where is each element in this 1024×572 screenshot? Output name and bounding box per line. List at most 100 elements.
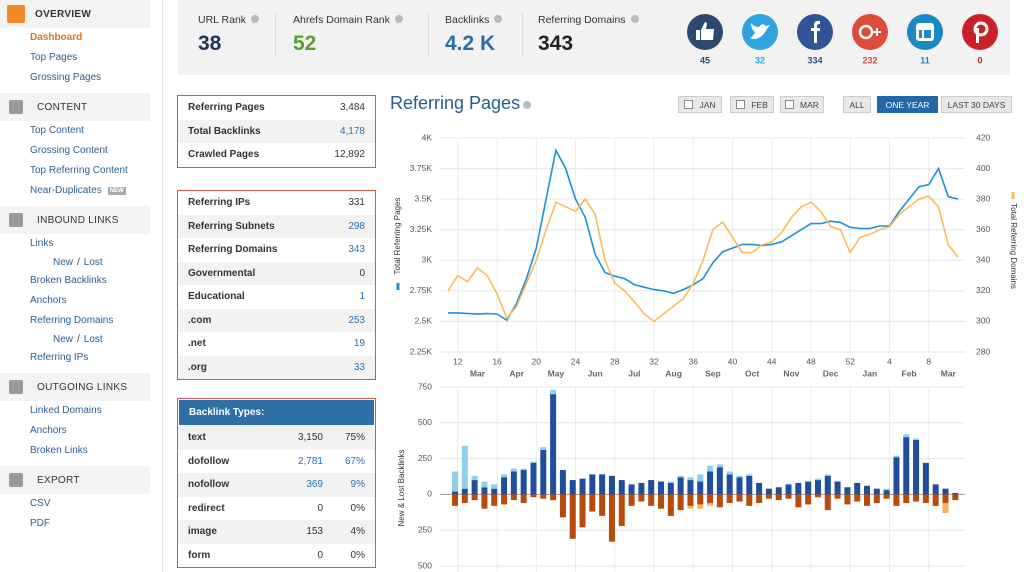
x-month-label: Apr <box>509 368 524 378</box>
y-tick-label: 2.25K <box>410 346 433 356</box>
nav-link[interactable]: Broken Links <box>30 445 88 456</box>
info-icon <box>251 15 260 23</box>
row-count[interactable]: 2,781 <box>297 455 323 467</box>
bar <box>716 467 723 495</box>
row-label: Crawled Pages <box>188 149 260 161</box>
nav-sublink[interactable]: New <box>53 257 74 268</box>
bar <box>707 502 714 506</box>
bar <box>510 468 517 472</box>
nav-link[interactable]: Top Referring Content <box>30 165 128 176</box>
bar <box>452 491 458 495</box>
bar <box>530 462 537 495</box>
row-value[interactable]: 253 <box>348 314 365 326</box>
section-title[interactable]: INBOUND LINKS <box>37 214 119 226</box>
bar <box>461 494 468 503</box>
checkbox[interactable] <box>736 100 746 109</box>
row-value[interactable]: 4,178 <box>339 125 365 137</box>
row-count[interactable]: 369 <box>306 479 323 491</box>
section-title[interactable]: EXPORT <box>37 474 80 486</box>
month-filter[interactable]: MAR <box>780 96 824 113</box>
social-count: 334 <box>807 55 822 65</box>
table-row: text 3,150 75% <box>178 426 375 450</box>
nav-link[interactable]: Near-Duplicates <box>30 185 102 196</box>
nav-link[interactable]: Dashboard <box>30 32 83 43</box>
nav-link[interactable]: Grossing Pages <box>30 72 102 83</box>
nav-link[interactable]: Referring IPs <box>30 352 89 363</box>
nav-link[interactable]: CSV <box>30 498 51 509</box>
range-button[interactable]: ALL <box>843 96 871 113</box>
nav-link[interactable]: Referring Domains <box>30 315 114 326</box>
info-icon <box>394 15 403 23</box>
month-filter[interactable]: JAN <box>678 96 722 113</box>
social-button[interactable] <box>962 14 998 50</box>
social-button[interactable] <box>687 14 723 50</box>
nav-link[interactable]: Top Pages <box>30 52 78 63</box>
bar <box>481 481 488 488</box>
row-value[interactable]: 19 <box>353 338 365 350</box>
nav-sublink[interactable]: New <box>53 334 74 345</box>
nav-link[interactable]: Top Content <box>30 125 84 136</box>
section-title[interactable]: OVERVIEW <box>35 8 92 20</box>
y-tick-label: 3.75K <box>410 163 433 173</box>
section-title[interactable]: CONTENT <box>37 101 88 113</box>
y2-tick-label: 400 <box>976 163 990 173</box>
stat-label-text: Backlinks <box>445 14 490 26</box>
bar <box>550 394 557 495</box>
bar <box>677 477 684 495</box>
bar <box>736 475 743 478</box>
bar <box>834 494 841 499</box>
nav-link[interactable]: Links <box>30 238 54 249</box>
row-value[interactable]: 343 <box>348 244 365 256</box>
glyph <box>973 21 989 37</box>
bar <box>883 494 890 499</box>
nav-link[interactable]: PDF <box>30 518 50 529</box>
section-title[interactable]: OUTGOING LINKS <box>37 381 128 393</box>
range-button[interactable]: LAST 30 DAYS <box>941 96 1012 113</box>
row-label: Total Backlinks <box>188 125 261 137</box>
social-button[interactable] <box>852 14 888 50</box>
row-percent: 4% <box>350 526 365 538</box>
bar <box>913 439 920 495</box>
social-button[interactable] <box>797 14 833 50</box>
bar <box>824 474 831 476</box>
bar <box>697 494 704 505</box>
nav-link[interactable]: Broken Backlinks <box>30 275 107 286</box>
bar <box>834 481 841 495</box>
bar <box>854 482 861 495</box>
month-filter[interactable]: FEB <box>730 96 774 113</box>
checkbox[interactable] <box>684 100 694 109</box>
y-tick-label: 3K <box>422 255 433 265</box>
nav-link[interactable]: Anchors <box>30 295 67 306</box>
x-month-label: Aug <box>665 368 682 378</box>
bar <box>913 494 920 502</box>
social-button[interactable] <box>907 14 943 50</box>
social-button[interactable] <box>742 14 778 50</box>
x-tick-label: 28 <box>610 356 620 366</box>
sidebar-section: EXPORT CSV PDF <box>0 466 150 534</box>
nav-link[interactable]: Linked Domains <box>30 405 102 416</box>
range-button[interactable]: ONE YEAR <box>877 96 938 113</box>
y-tick-label: 3.25K <box>410 224 433 234</box>
nav-sublink[interactable]: Lost <box>83 334 103 345</box>
row-value[interactable]: 33 <box>353 361 365 373</box>
nav-link[interactable]: Anchors <box>30 425 67 436</box>
nav-link[interactable]: Grossing Content <box>30 145 108 156</box>
bar <box>903 434 910 438</box>
row-value: 0 <box>359 267 365 279</box>
y-tick-label: 4K <box>422 132 433 142</box>
nav-sublink[interactable]: Lost <box>83 257 103 268</box>
x-tick-label: 24 <box>571 356 581 366</box>
bar <box>520 494 527 503</box>
bar <box>452 471 458 492</box>
bar <box>648 494 655 506</box>
bar <box>461 488 468 495</box>
row-value[interactable]: 298 <box>348 220 365 232</box>
bar <box>903 437 910 495</box>
bar <box>903 494 910 503</box>
bar <box>707 465 714 472</box>
checkbox[interactable] <box>785 100 795 109</box>
bar <box>756 494 763 503</box>
bar <box>618 480 625 495</box>
row-value[interactable]: 1 <box>359 291 365 303</box>
nav-item: Top Content <box>0 121 150 141</box>
